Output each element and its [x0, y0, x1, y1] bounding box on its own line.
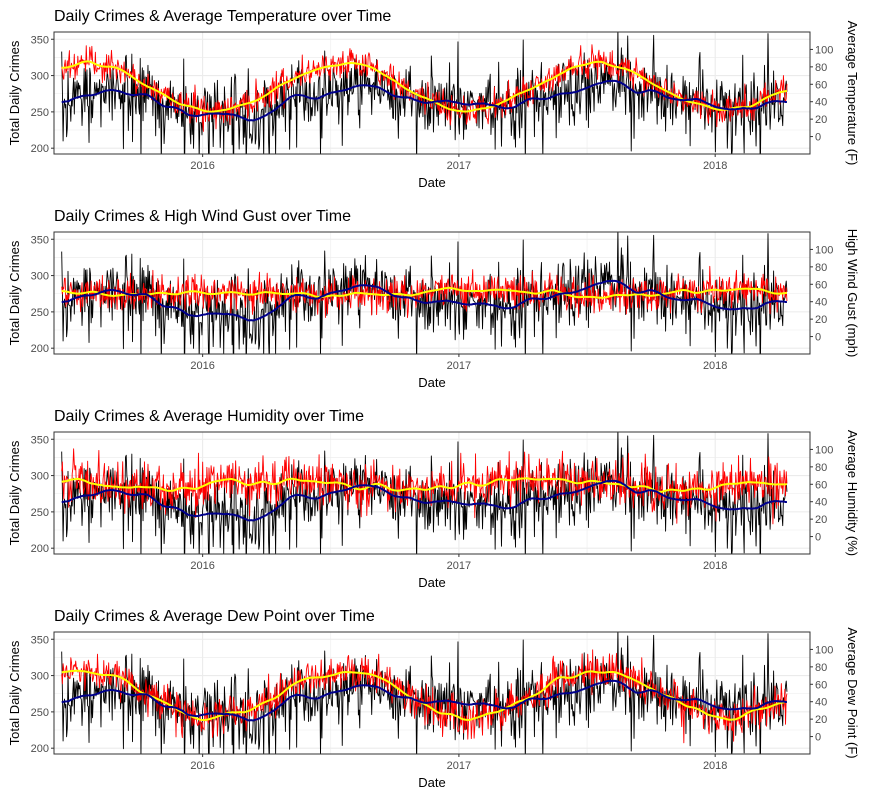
x-axis-title: Date — [418, 775, 445, 790]
data-layer — [61, 632, 788, 754]
x-axis-title: Date — [418, 175, 445, 190]
panel-border — [53, 31, 811, 155]
y2-tick-label: 0 — [815, 132, 821, 144]
series-line-4 — [61, 79, 788, 122]
y-axis-title: Total Daily Crimes — [7, 440, 22, 545]
y2-axis-title: Average Temperature (F) — [845, 21, 860, 166]
y-tick-label: 250 — [31, 107, 49, 119]
series-line-2 — [61, 265, 788, 319]
series-line-3 — [61, 286, 788, 299]
panel-border — [53, 231, 811, 355]
data-layer — [61, 232, 788, 354]
series-line-4 — [61, 479, 788, 522]
y2-axis-title: Average Dew Point (F) — [845, 627, 860, 758]
panel-border — [53, 431, 811, 555]
x-tick-label: 2018 — [703, 760, 727, 772]
x-axis-title: Date — [418, 375, 445, 390]
chart-panel-1: Daily Crimes & Average Temperature over … — [7, 8, 860, 190]
y2-tick-label: 20 — [815, 714, 827, 726]
y2-tick-label: 80 — [815, 662, 827, 674]
y-tick-label: 300 — [31, 71, 49, 83]
data-layer — [61, 32, 788, 154]
y2-tick-label: 20 — [815, 514, 827, 526]
series-line-1 — [61, 232, 788, 354]
y-tick-label: 300 — [31, 471, 49, 483]
chart-title: Daily Crimes & Average Dew Point over Ti… — [54, 608, 375, 625]
x-tick-label: 2016 — [190, 560, 214, 572]
y2-tick-label: 20 — [815, 314, 827, 326]
y-tick-label: 250 — [31, 307, 49, 319]
chart-panel-2: Daily Crimes & High Wind Gust over Time 2… — [7, 208, 860, 390]
y2-axis-title: Average Humidity (%) — [845, 430, 860, 556]
x-tick-label: 2017 — [447, 760, 471, 772]
y2-tick-label: 60 — [815, 479, 827, 491]
y2-tick-label: 100 — [815, 644, 833, 656]
series-line-4 — [61, 279, 788, 322]
x-axis-title: Date — [418, 575, 445, 590]
y-tick-label: 250 — [31, 507, 49, 519]
x-tick-label: 2016 — [190, 160, 214, 172]
x-tick-label: 2018 — [703, 160, 727, 172]
y-tick-label: 350 — [31, 234, 49, 246]
y-axis-title: Total Daily Crimes — [7, 640, 22, 745]
y-tick-label: 200 — [31, 143, 49, 155]
series-line-4 — [61, 679, 788, 722]
x-tick-label: 2017 — [447, 160, 471, 172]
y-axis-title: Total Daily Crimes — [7, 240, 22, 345]
chart-panel-3: Daily Crimes & Average Humidity over Tim… — [7, 408, 860, 590]
y2-tick-label: 80 — [815, 62, 827, 74]
y2-tick-label: 60 — [815, 679, 827, 691]
y2-tick-label: 20 — [815, 114, 827, 126]
x-tick-label: 2017 — [447, 560, 471, 572]
series-line-2 — [61, 649, 788, 744]
x-tick-label: 2016 — [190, 760, 214, 772]
chart-title: Daily Crimes & High Wind Gust over Time — [54, 208, 351, 225]
y2-tick-label: 40 — [815, 697, 827, 709]
y-tick-label: 300 — [31, 271, 49, 283]
x-tick-label: 2017 — [447, 360, 471, 372]
y2-tick-label: 40 — [815, 497, 827, 509]
data-layer — [61, 432, 788, 554]
y2-tick-label: 80 — [815, 462, 827, 474]
y2-tick-label: 100 — [815, 44, 833, 56]
y2-tick-label: 0 — [815, 732, 821, 744]
y-axis-title: Total Daily Crimes — [7, 40, 22, 145]
chart-title: Daily Crimes & Average Humidity over Tim… — [54, 408, 364, 425]
y2-tick-label: 40 — [815, 297, 827, 309]
y2-tick-label: 100 — [815, 444, 833, 456]
x-tick-label: 2018 — [703, 360, 727, 372]
y-tick-label: 250 — [31, 707, 49, 719]
series-line-3 — [61, 60, 788, 113]
y-tick-label: 350 — [31, 434, 49, 446]
series-line-1 — [61, 432, 788, 554]
chart-title: Daily Crimes & Average Temperature over … — [54, 8, 391, 25]
y2-tick-label: 0 — [815, 332, 821, 344]
y2-tick-label: 40 — [815, 97, 827, 109]
y2-tick-label: 60 — [815, 279, 827, 291]
y-tick-label: 200 — [31, 543, 49, 555]
x-tick-label: 2016 — [190, 360, 214, 372]
series-line-3 — [61, 477, 788, 493]
y2-tick-label: 60 — [815, 79, 827, 91]
y-tick-label: 350 — [31, 34, 49, 46]
gridlines — [54, 32, 810, 154]
y-tick-label: 350 — [31, 634, 49, 646]
y2-tick-label: 100 — [815, 244, 833, 256]
y-tick-label: 200 — [31, 743, 49, 755]
y-tick-label: 200 — [31, 343, 49, 355]
chart-panel-4: Daily Crimes & Average Dew Point over Ti… — [7, 608, 860, 790]
panel-border — [53, 631, 811, 755]
y2-tick-label: 0 — [815, 532, 821, 544]
x-tick-label: 2018 — [703, 560, 727, 572]
y-tick-label: 300 — [31, 671, 49, 683]
y2-tick-label: 80 — [815, 262, 827, 274]
y2-axis-title: High Wind Gust (mph) — [845, 229, 860, 358]
